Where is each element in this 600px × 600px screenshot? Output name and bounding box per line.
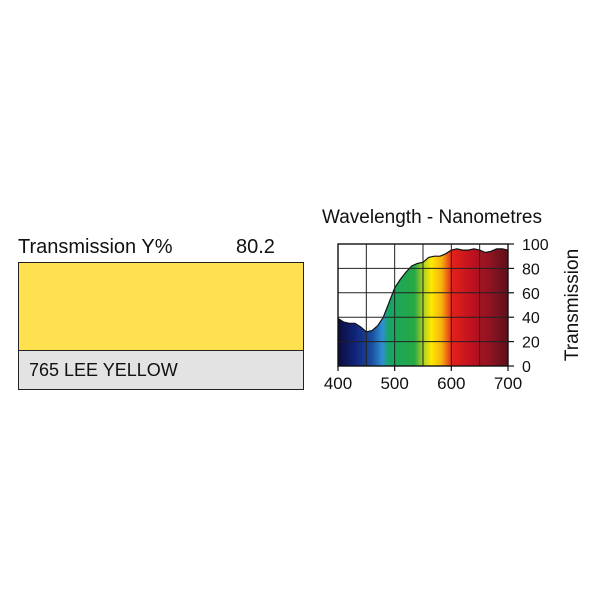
filter-name: 765 LEE YELLOW: [29, 360, 178, 380]
y-tick-label: 40: [522, 310, 540, 327]
transmission-value: 80.2: [236, 236, 275, 258]
filter-color-swatch: [18, 262, 304, 350]
chart-title: Wavelength - Nanometres: [322, 207, 542, 228]
grid-lines: [338, 244, 508, 366]
x-tick-label: 700: [494, 374, 522, 393]
y-tick-label: 60: [522, 286, 540, 303]
y-tick-label: 80: [522, 261, 540, 278]
x-tick-label: 600: [437, 374, 465, 393]
y-tick-label: 0: [522, 359, 531, 376]
x-tick-label: 400: [324, 374, 352, 393]
transmission-label: Transmission Y%: [18, 236, 173, 258]
x-tick-label: 500: [380, 374, 408, 393]
y-tick-label: 20: [522, 335, 540, 352]
filter-name-bar: 765 LEE YELLOW: [18, 350, 304, 390]
plot-frame: [337, 243, 509, 367]
y-axis-label: Transmission: [562, 249, 583, 361]
y-tick-label: 100: [522, 237, 549, 254]
